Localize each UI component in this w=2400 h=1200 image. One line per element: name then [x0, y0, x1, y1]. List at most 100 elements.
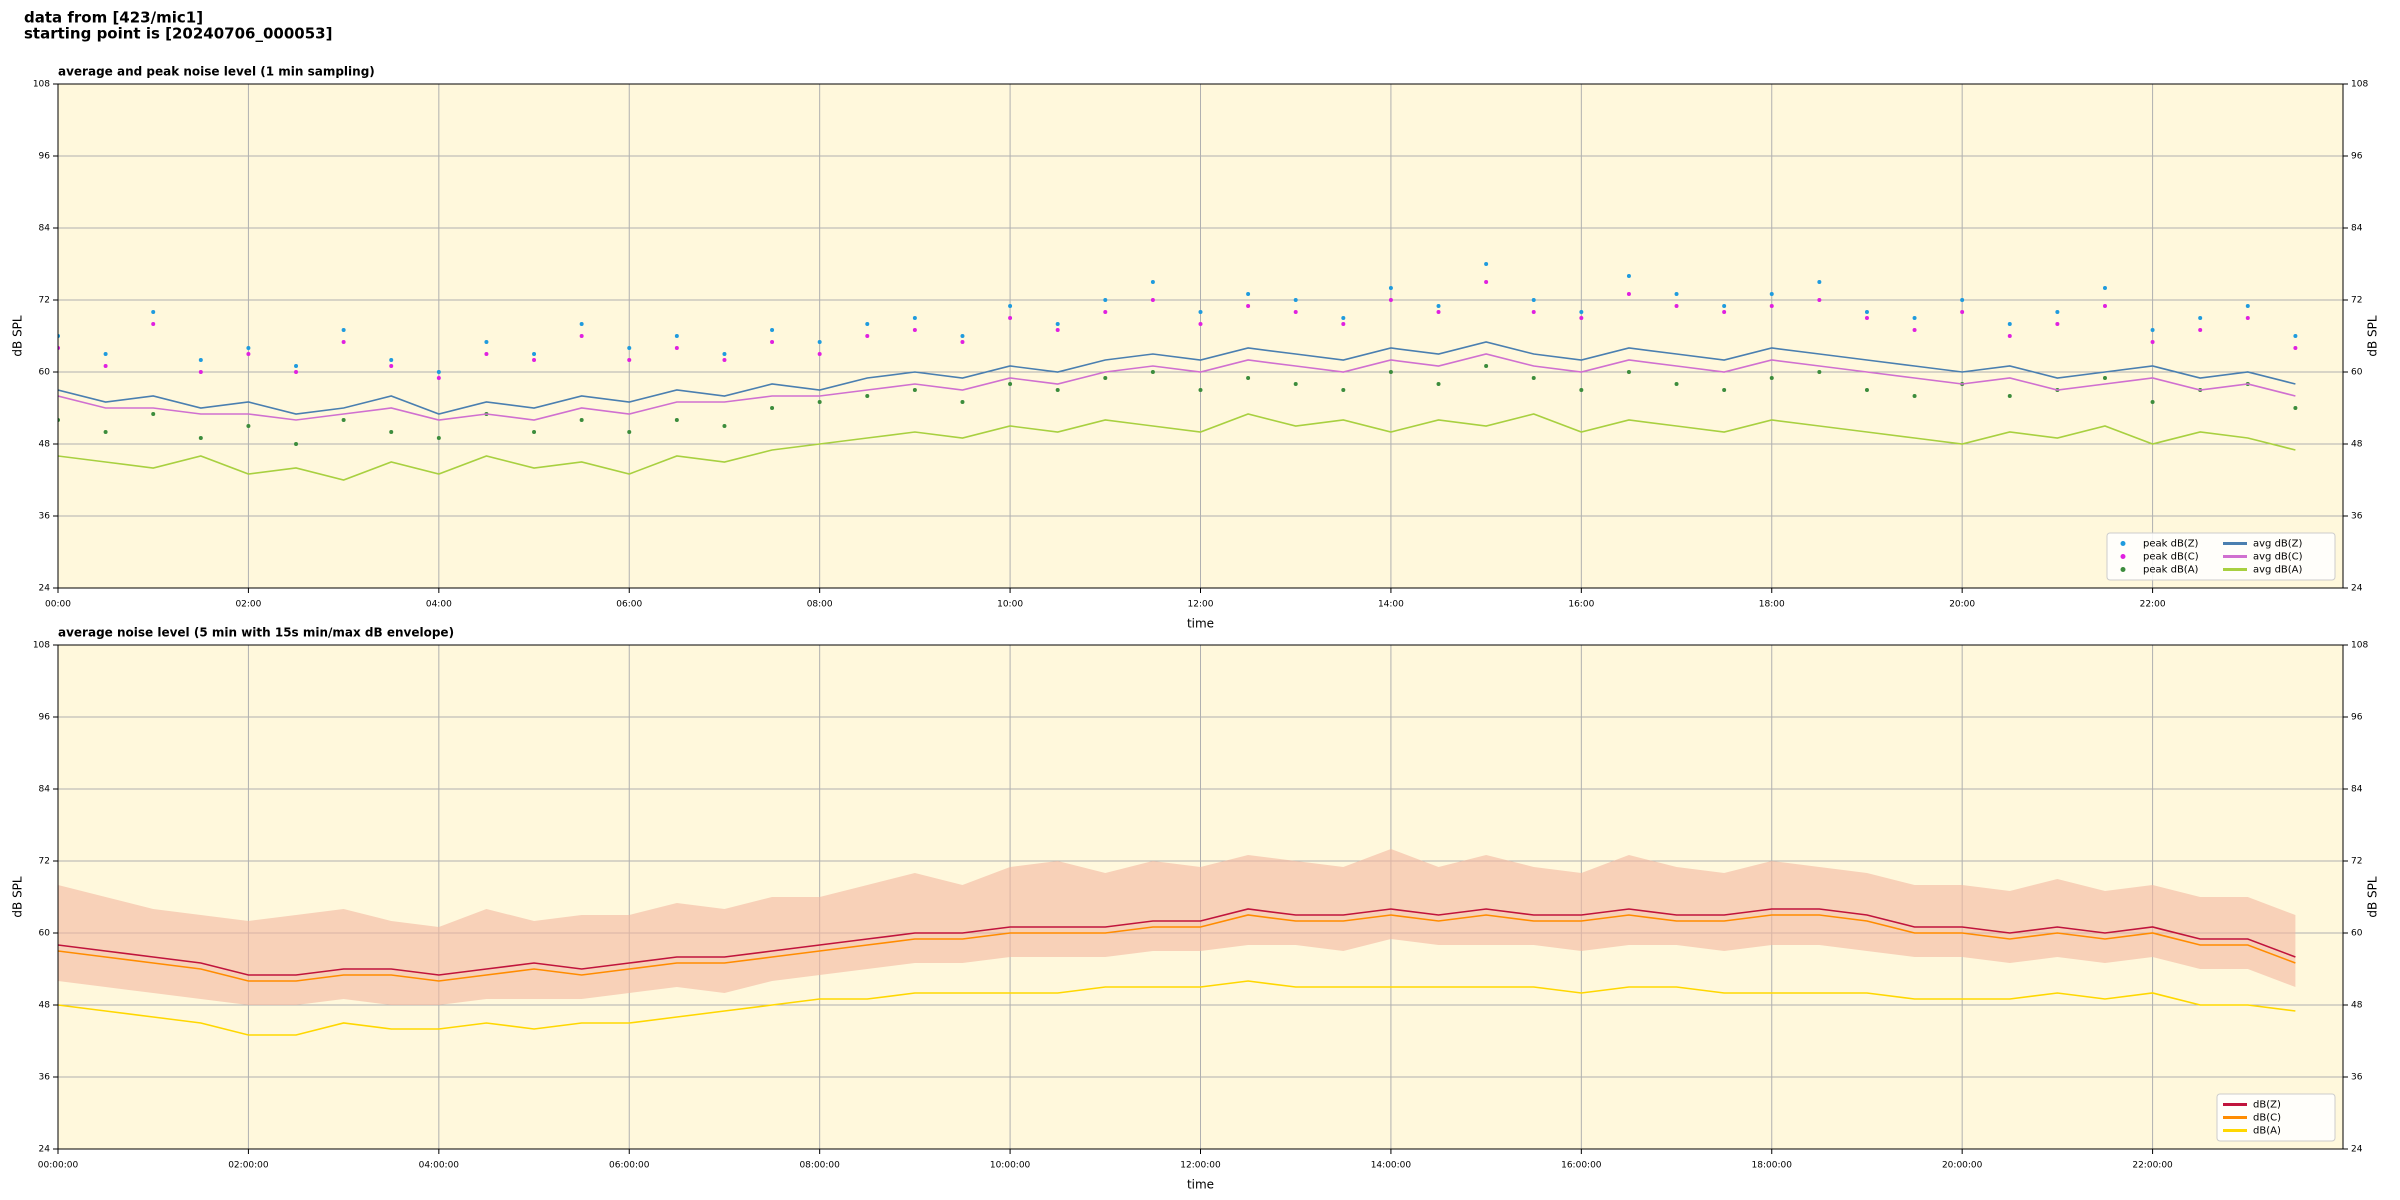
y-tick-label: 60 [2351, 368, 2363, 378]
header-line: starting point is [20240706_000053] [24, 25, 332, 43]
peak-point [1864, 316, 1869, 320]
peak-point [579, 418, 584, 422]
y-axis-label: dB SPL [2366, 876, 2380, 918]
peak-point [1436, 304, 1441, 308]
peak-point [389, 364, 394, 368]
peak-point [532, 358, 537, 362]
legend-marker [2120, 541, 2126, 546]
peak-point [817, 340, 822, 344]
peak-point [1293, 382, 1298, 386]
y-tick-label: 108 [2351, 641, 2368, 651]
y-tick-label: 72 [2351, 857, 2362, 867]
x-tick-label: 22:00:00 [2132, 1161, 2173, 1171]
peak-point [1769, 376, 1774, 380]
y-tick-label: 108 [33, 80, 50, 90]
legend-marker [2120, 554, 2126, 559]
peak-point [2007, 322, 2012, 326]
y-axis-label: dB SPL [2366, 315, 2380, 357]
y-tick-label: 84 [2351, 224, 2363, 234]
peak-point [2198, 316, 2203, 320]
plot-frame [57, 644, 2344, 1150]
peak-point [1055, 328, 1060, 332]
peak-point [1626, 292, 1631, 296]
peak-point [1341, 388, 1346, 392]
peak-point [2102, 286, 2107, 290]
peak-point [246, 424, 251, 428]
peak-point [1912, 316, 1917, 320]
series-line [58, 353, 2296, 421]
x-axis-label: time [1187, 617, 1214, 631]
legend-label: avg dB(Z) [2253, 539, 2303, 550]
peak-point [1769, 292, 1774, 296]
peak-point [389, 430, 394, 434]
peak-point [627, 346, 632, 350]
peak-point [2150, 400, 2155, 404]
y-tick-label: 36 [39, 1073, 51, 1083]
x-tick-label: 08:00 [807, 600, 833, 610]
peak-point [484, 340, 489, 344]
peak-point [436, 376, 441, 380]
y-tick-label: 60 [2351, 929, 2363, 939]
peak-point [2007, 334, 2012, 338]
peak-point [2102, 376, 2107, 380]
peak-point [2150, 328, 2155, 332]
x-tick-label: 10:00:00 [990, 1161, 1031, 1171]
y-tick-label: 48 [39, 440, 51, 450]
peak-point [2150, 340, 2155, 344]
peak-point [484, 352, 489, 356]
peak-point [817, 400, 822, 404]
y-tick-label: 108 [33, 641, 50, 651]
peak-point [912, 316, 917, 320]
y-tick-label: 48 [2351, 440, 2363, 450]
peak-point [2102, 304, 2107, 308]
chart-title: average and peak noise level (1 min samp… [58, 65, 375, 79]
x-tick-label: 04:00:00 [419, 1161, 460, 1171]
peak-point [198, 436, 203, 440]
peak-point [1293, 310, 1298, 314]
peak-point [722, 358, 727, 362]
peak-point [1722, 304, 1727, 308]
peak-point [1198, 388, 1203, 392]
peak-point [2245, 304, 2250, 308]
y-tick-label: 60 [39, 929, 51, 939]
peak-point [103, 364, 108, 368]
peak-point [1722, 310, 1727, 314]
peak-point [1008, 304, 1013, 308]
x-tick-label: 02:00:00 [228, 1161, 269, 1171]
peak-point [1436, 310, 1441, 314]
peak-point [1674, 304, 1679, 308]
peak-point [1388, 298, 1393, 302]
x-tick-label: 08:00:00 [799, 1161, 840, 1171]
peak-point [1484, 262, 1489, 266]
peak-point [770, 328, 775, 332]
peak-point [770, 340, 775, 344]
y-tick-label: 72 [39, 296, 50, 306]
peak-point [674, 418, 679, 422]
y-tick-label: 84 [39, 785, 51, 795]
peak-point [2293, 334, 2298, 338]
x-tick-label: 18:00:00 [1752, 1161, 1793, 1171]
y-tick-label: 84 [2351, 785, 2363, 795]
peak-point [198, 358, 203, 362]
x-tick-label: 00:00:00 [38, 1161, 79, 1171]
x-tick-label: 04:00 [426, 600, 452, 610]
y-tick-label: 48 [2351, 1001, 2363, 1011]
peak-point [817, 352, 822, 356]
x-tick-label: 20:00 [1949, 600, 1975, 610]
peak-point [2293, 346, 2298, 350]
y-tick-label: 72 [2351, 296, 2362, 306]
peak-point [294, 442, 299, 446]
peak-point [865, 334, 870, 338]
peak-point [2055, 310, 2060, 314]
peak-point [1008, 316, 1013, 320]
peak-point [436, 436, 441, 440]
peak-point [1198, 322, 1203, 326]
x-axis-label: time [1187, 1178, 1214, 1192]
peak-point [1246, 376, 1251, 380]
peak-point [2293, 406, 2298, 410]
peak-point [2055, 322, 2060, 326]
peak-point [627, 358, 632, 362]
peak-point [1912, 394, 1917, 398]
peak-point [579, 322, 584, 326]
peak-point [2245, 316, 2250, 320]
